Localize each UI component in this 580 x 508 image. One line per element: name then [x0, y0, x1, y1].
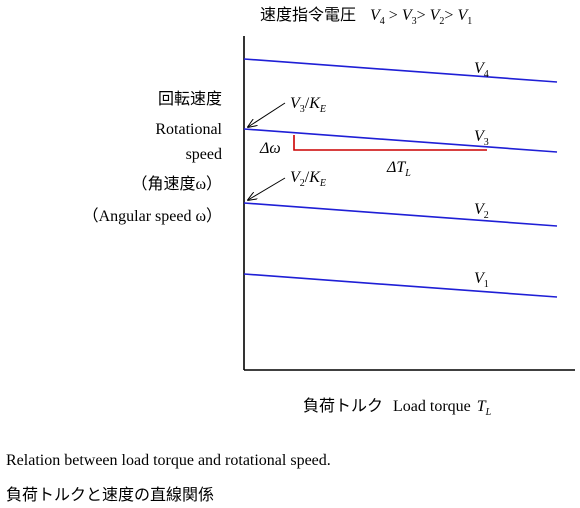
y-axis-label-jp: 回転速度	[158, 90, 222, 108]
caption-jp: 負荷トルクと速度の直線関係	[6, 487, 215, 504]
line-v4	[243, 58, 558, 83]
y-axis-label-en-1: Rotational	[155, 121, 222, 138]
header-title: 速度指令電圧 V4 > V3> V2> V1	[260, 6, 472, 27]
delta-omega-label: Δω	[259, 140, 281, 157]
label-v2: V2	[474, 201, 489, 221]
caption-en: Relation between load torque and rotatio…	[6, 452, 331, 469]
line-v2	[243, 202, 558, 227]
y-axis-label-jp-paren: （角速度ω）	[131, 175, 222, 193]
y-axis-label-en-paren: （Angular speed ω）	[83, 207, 222, 225]
v3-over-ke-label: V3/KE	[290, 95, 326, 115]
label-v3: V3	[474, 128, 489, 148]
v2-over-ke-label: V2/KE	[290, 169, 326, 189]
line-v1	[243, 273, 558, 298]
label-v1: V1	[474, 270, 489, 290]
v2-ke-arrow	[248, 177, 286, 200]
x-axis-label: 負荷トルク Load torque TL	[303, 397, 492, 418]
label-v4: V4	[474, 60, 489, 80]
delta-bracket	[293, 135, 487, 151]
y-axis-label-en-2: speed	[186, 146, 222, 163]
v3-ke-arrow	[248, 102, 286, 127]
delta-tl-label: ΔTL	[386, 159, 411, 179]
line-v3	[243, 128, 558, 153]
